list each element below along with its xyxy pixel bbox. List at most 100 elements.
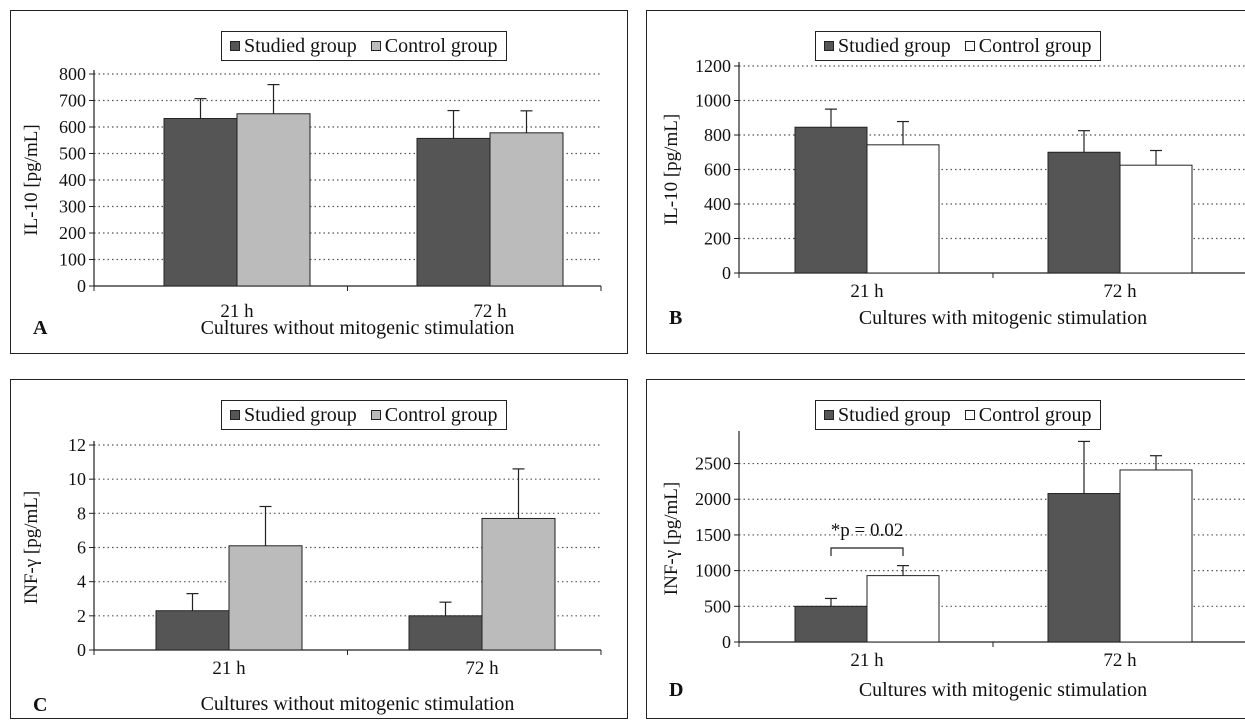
panel-a: 0 100 200 300 400 500 600 700 800 21 h 72 h IL-10 [… <box>10 10 628 354</box>
y-tick-label: 1000 <box>695 91 731 111</box>
legend-item: Studied group <box>824 32 951 60</box>
bar-studied-72h <box>408 615 483 651</box>
legend-label: Studied group <box>838 35 951 57</box>
y-axis-label: INF-γ [pg/mL] <box>21 491 42 604</box>
legend-label: Control group <box>384 404 498 426</box>
bar-control-72h <box>481 517 556 651</box>
chart-svg-a: 0 100 200 300 400 500 600 700 800 21 h 72 h IL-10 [… <box>21 64 602 339</box>
legend-label: Studied group <box>244 404 357 426</box>
y-tick-label: 2500 <box>695 454 731 474</box>
y-tick-label: 0 <box>77 276 86 296</box>
y-tick-label: 500 <box>704 596 731 616</box>
y-tick-label: 8 <box>77 503 86 523</box>
x-axis-label: Cultures without mitogenic stimulation <box>201 317 515 339</box>
legend-swatch <box>370 410 381 420</box>
y-tick-label: 100 <box>59 250 86 270</box>
bar-control-72h <box>1119 469 1193 643</box>
legend: Studied group Control group <box>815 31 1101 61</box>
legend-item: Studied group <box>824 401 951 429</box>
x-axis-label: Cultures without mitogenic stimulation <box>201 693 515 715</box>
legend-swatch <box>230 41 240 51</box>
y-tick-label: 10 <box>68 469 86 489</box>
legend: Studied group Control group <box>221 400 507 430</box>
panel-d: 0 500 1000 1500 2000 2500 21 h 72 h *p = 0.02 INF… <box>646 379 1245 719</box>
legend-swatch <box>964 410 975 420</box>
y-tick-label: 0 <box>77 640 86 660</box>
bar-studied-72h <box>1047 493 1121 643</box>
legend-swatch <box>824 410 834 420</box>
panel-c: 0 2 4 6 8 10 12 21 h 72 h INF-γ [pg/mL] Cultures w… <box>10 379 628 719</box>
legend-label: Studied group <box>244 35 357 57</box>
legend-swatch <box>964 41 975 51</box>
panel-letter: C <box>33 694 47 716</box>
chart-svg-d: 0 500 1000 1500 2000 2500 21 h 72 h *p = 0.02 INF… <box>661 431 1245 701</box>
bar-studied-21h <box>163 118 238 287</box>
chart-svg-b: 0 200 400 600 800 1000 1200 21 h 72 h IL-10 [pg/m… <box>661 56 1245 329</box>
y-tick-label: 2 <box>77 606 86 626</box>
y-tick-label: 6 <box>77 538 86 558</box>
x-tick-label: 72 h <box>473 301 507 322</box>
legend: Studied group Control group <box>221 31 507 61</box>
bar-control-21h <box>866 575 940 643</box>
legend-item: Studied group <box>230 32 357 60</box>
x-tick-label: 21 h <box>220 301 254 322</box>
y-tick-label: 500 <box>59 144 86 164</box>
legend-label: Control group <box>384 35 498 57</box>
y-tick-label: 600 <box>59 117 86 137</box>
x-tick-label: 72 h <box>465 658 499 679</box>
panel-b: 0 200 400 600 800 1000 1200 21 h 72 h IL-10 [pg/m… <box>646 10 1245 354</box>
x-axis-label: Cultures with mitogenic stimulation <box>859 307 1147 329</box>
y-tick-label: 1500 <box>695 525 731 545</box>
legend-label: Studied group <box>838 404 951 426</box>
legend-item: Studied group <box>230 401 357 429</box>
bar-studied-72h <box>1047 151 1121 274</box>
legend-swatch <box>230 410 240 420</box>
legend-label: Control group <box>978 404 1092 426</box>
significance-bracket <box>830 547 904 556</box>
y-axis-label: IL-10 [pg/mL] <box>21 124 42 235</box>
legend-item: Control group <box>370 401 498 429</box>
y-tick-label: 1000 <box>695 561 731 581</box>
y-tick-label: 400 <box>59 170 86 190</box>
bar-control-21h <box>236 113 311 287</box>
legend-item: Control group <box>370 32 498 60</box>
y-tick-label: 0 <box>722 632 731 652</box>
x-tick-label: 72 h <box>1103 650 1137 671</box>
y-tick-label: 300 <box>59 197 86 217</box>
bar-studied-21h <box>155 610 230 651</box>
bar-studied-21h <box>794 605 868 643</box>
y-axis-label: IL-10 [pg/mL] <box>661 114 682 225</box>
panel-letter: B <box>669 307 682 329</box>
y-tick-label: 600 <box>704 160 731 180</box>
y-tick-label: 0 <box>722 263 731 283</box>
x-tick-label: 72 h <box>1103 281 1137 302</box>
y-tick-label: 2000 <box>695 489 731 509</box>
legend-item: Control group <box>964 401 1092 429</box>
x-tick-label: 21 h <box>850 281 884 302</box>
bar-control-72h <box>1119 164 1193 274</box>
y-tick-label: 12 <box>68 435 86 455</box>
x-axis-label: Cultures with mitogenic stimulation <box>859 679 1147 701</box>
x-tick-label: 21 h <box>212 658 246 679</box>
y-tick-label: 4 <box>77 572 86 592</box>
bar-control-21h <box>866 144 940 274</box>
legend: Studied group Control group <box>815 400 1101 430</box>
x-tick-label: 21 h <box>850 650 884 671</box>
bar-studied-21h <box>794 126 868 274</box>
y-tick-label: 700 <box>59 91 86 111</box>
y-tick-label: 200 <box>704 229 731 249</box>
legend-swatch <box>370 41 381 51</box>
y-tick-label: 800 <box>59 64 86 84</box>
y-tick-label: 800 <box>704 125 731 145</box>
panel-letter: D <box>669 679 683 701</box>
y-tick-label: 1200 <box>695 56 731 76</box>
y-tick-label: 200 <box>59 223 86 243</box>
bar-control-21h <box>228 545 303 651</box>
chart-svg-c: 0 2 4 6 8 10 12 21 h 72 h INF-γ [pg/mL] Cultures w… <box>21 435 602 716</box>
significance-label: *p = 0.02 <box>831 520 903 541</box>
y-tick-label: 400 <box>704 194 731 214</box>
legend-item: Control group <box>964 32 1092 60</box>
legend-swatch <box>824 41 834 51</box>
bar-studied-72h <box>416 137 491 287</box>
bar-control-72h <box>489 132 564 287</box>
